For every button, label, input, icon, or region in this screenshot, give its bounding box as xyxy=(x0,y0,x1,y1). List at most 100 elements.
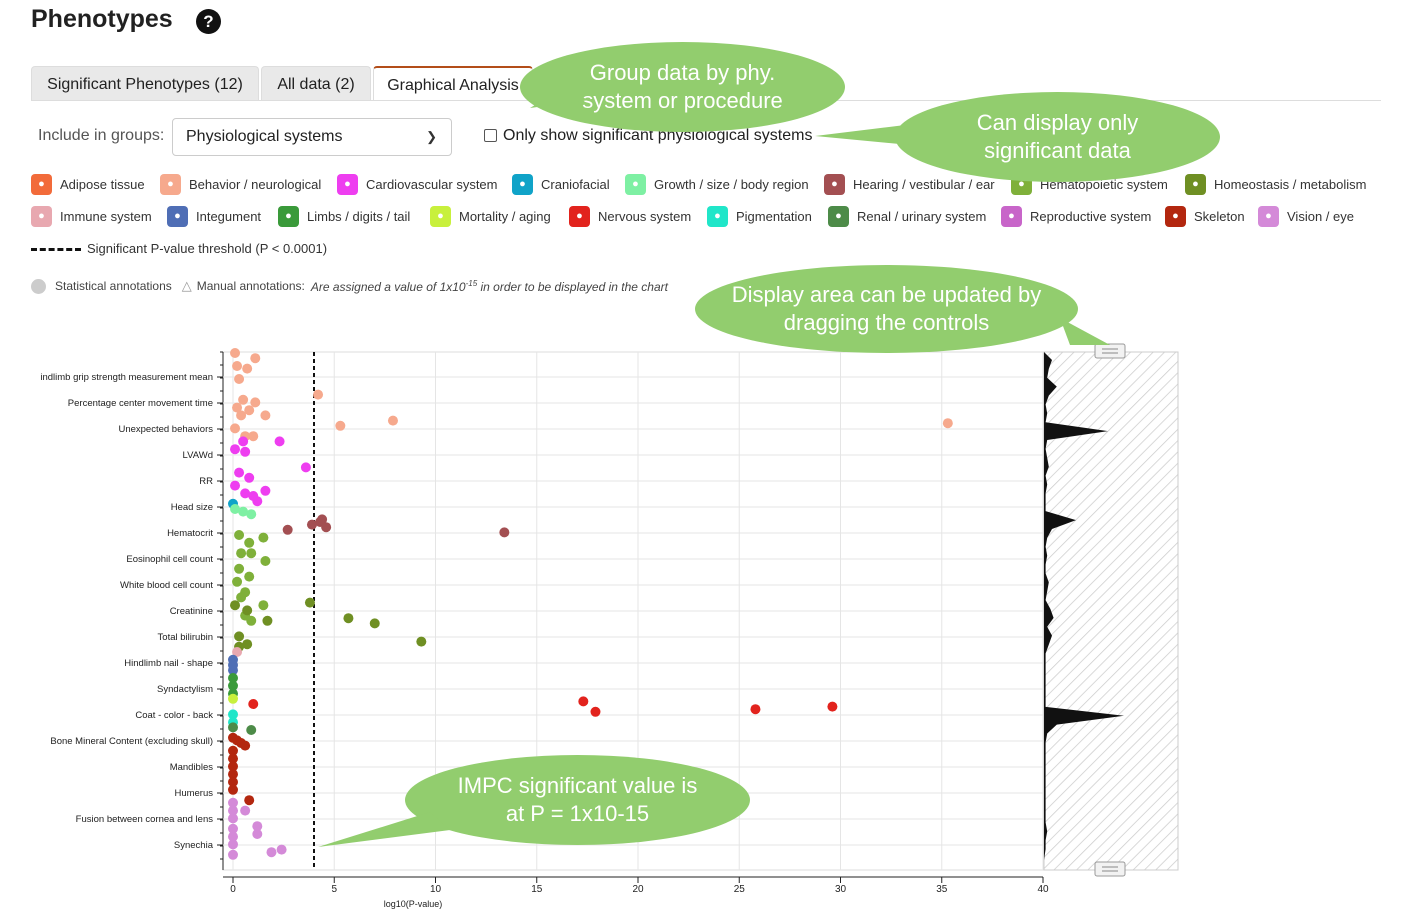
data-point xyxy=(252,496,263,507)
legend-item-behavior-neurological[interactable]: ● Behavior / neurological xyxy=(160,174,321,195)
data-point xyxy=(228,805,238,816)
data-point xyxy=(230,504,241,514)
legend-item-nervous-system[interactable]: ● Nervous system xyxy=(569,206,691,227)
data-point xyxy=(230,348,241,358)
legend-item-label: Craniofacial xyxy=(541,177,610,192)
immune-icon: ● xyxy=(31,206,52,227)
data-point xyxy=(240,446,251,457)
tab-graphical-analysis[interactable]: Graphical Analysis xyxy=(373,66,533,101)
data-point xyxy=(240,740,251,751)
y-tick-label: Synechia xyxy=(174,840,214,851)
data-point xyxy=(228,673,238,683)
legend-item-adipose-tissue[interactable]: ● Adipose tissue xyxy=(31,174,145,195)
data-point xyxy=(232,647,243,657)
y-tick-label: Syndactylism xyxy=(157,684,213,695)
legend-item-cardiovascular-system[interactable]: ● Cardiovascular system xyxy=(337,174,498,195)
y-tick-label: Unexpected behaviors xyxy=(118,424,213,435)
y-tick-label: Mandibles xyxy=(170,762,214,773)
data-point xyxy=(228,839,238,850)
legend-item-label: Growth / size / body region xyxy=(654,177,809,192)
legend-item-mortality-aging[interactable]: ● Mortality / aging xyxy=(430,206,551,227)
y-tick-label: White blood cell count xyxy=(120,580,213,591)
y-tick-label: Percentage center movement time xyxy=(68,398,213,409)
callout-display-area: Display area can be updated by dragging … xyxy=(695,265,1078,353)
legend-item-label: Cardiovascular system xyxy=(366,177,498,192)
data-point xyxy=(250,353,261,364)
legend-item-growth-size-body-region[interactable]: ● Growth / size / body region xyxy=(625,174,809,195)
data-point xyxy=(242,639,253,650)
data-point xyxy=(228,693,238,704)
legend-item-label: Mortality / aging xyxy=(459,209,551,224)
data-point xyxy=(234,563,245,574)
legend-item-reproductive-system[interactable]: ● Reproductive system xyxy=(1001,206,1151,227)
triangle-icon: △ xyxy=(181,278,192,293)
callout-tail-display xyxy=(1060,318,1110,345)
help-icon[interactable]: ? xyxy=(196,9,221,34)
behavior-icon: ● xyxy=(160,174,181,195)
x-tick-label: 40 xyxy=(1037,884,1049,895)
data-point xyxy=(228,831,238,842)
legend-item-label: Adipose tissue xyxy=(60,177,145,192)
tab-significant-phenotypes[interactable]: Significant Phenotypes (12) xyxy=(31,66,259,101)
data-point xyxy=(246,725,257,735)
eye-icon: ● xyxy=(1258,206,1279,227)
legend-item-label: Limbs / digits / tail xyxy=(307,209,411,224)
significant-only-label[interactable]: Only show significant physiological syst… xyxy=(503,127,813,144)
data-point xyxy=(266,847,277,858)
legend-item-craniofacial[interactable]: ● Craniofacial xyxy=(512,174,610,195)
tab-all-data[interactable]: All data (2) xyxy=(261,66,371,101)
legend-item-vision-eye[interactable]: ● Vision / eye xyxy=(1258,206,1354,227)
legend-item-homeostasis-metabolism[interactable]: ● Homeostasis / metabolism xyxy=(1185,174,1366,195)
legend-item-integument[interactable]: ● Integument xyxy=(167,206,261,227)
annotation-legend: Statistical annotations △ Manual annotat… xyxy=(31,278,668,294)
x-tick-label: 25 xyxy=(734,884,746,895)
neuron-icon: ● xyxy=(569,206,590,227)
groups-select-value: Physiological systems xyxy=(186,128,343,145)
x-tick-label: 10 xyxy=(430,884,442,895)
data-point xyxy=(234,631,245,642)
data-point xyxy=(242,363,253,374)
range-handle-top[interactable] xyxy=(1094,343,1126,359)
data-point xyxy=(942,418,953,429)
data-point xyxy=(416,636,427,647)
callout-group-data-text: Group data by phy. system or procedure xyxy=(582,60,783,113)
x-tick-label: 20 xyxy=(632,884,644,895)
y-tick-label: Hematocrit xyxy=(167,528,213,539)
data-point xyxy=(578,696,589,707)
legend-item-skeleton[interactable]: ● Skeleton xyxy=(1165,206,1245,227)
data-point xyxy=(499,527,510,538)
groups-select[interactable]: Physiological systems ❯ xyxy=(172,118,452,156)
manual-annotations-label: Manual annotations: xyxy=(196,279,305,293)
legend-item-label: Renal / urinary system xyxy=(857,209,987,224)
data-point xyxy=(228,665,238,676)
callout-tail-significant xyxy=(815,125,910,145)
data-point xyxy=(230,480,241,491)
x-tick-label: 5 xyxy=(331,884,337,895)
callout-display-area-text: Display area can be updated by dragging … xyxy=(731,282,1042,335)
data-point xyxy=(228,709,238,720)
data-point xyxy=(300,462,311,473)
legend-item-limbs-digits-tail[interactable]: ● Limbs / digits / tail xyxy=(278,206,410,227)
data-point xyxy=(248,431,259,442)
y-tick-label: Fusion between cornea and lens xyxy=(76,814,214,825)
data-point xyxy=(228,745,238,756)
threshold-legend: Significant P-value threshold (P < 0.000… xyxy=(31,241,327,256)
kidney-icon: ● xyxy=(828,206,849,227)
skull-icon: ● xyxy=(512,174,533,195)
data-point xyxy=(244,537,255,548)
data-point xyxy=(228,753,238,764)
callout-significant-only-text: Can display only significant data xyxy=(976,110,1139,163)
manual-annotations-note: Are assigned a value of 1x10-15 in order… xyxy=(310,278,668,294)
data-point xyxy=(228,813,238,824)
legend-item-pigmentation[interactable]: ● Pigmentation xyxy=(707,206,812,227)
legend-item-renal-urinary-system[interactable]: ● Renal / urinary system xyxy=(828,206,986,227)
data-point xyxy=(236,592,247,603)
y-tick-label: Eosinophil cell count xyxy=(126,554,213,565)
significant-only-checkbox[interactable] xyxy=(484,129,497,142)
legend-item-immune-system[interactable]: ● Immune system xyxy=(31,206,152,227)
legend-item-hearing-vestibular-ear[interactable]: ● Hearing / vestibular / ear xyxy=(824,174,995,195)
growth-icon: ● xyxy=(625,174,646,195)
y-tick-label: Coat - color - back xyxy=(135,710,213,721)
y-tick-label: Creatinine xyxy=(170,606,213,617)
range-handle-bottom[interactable] xyxy=(1094,861,1126,877)
